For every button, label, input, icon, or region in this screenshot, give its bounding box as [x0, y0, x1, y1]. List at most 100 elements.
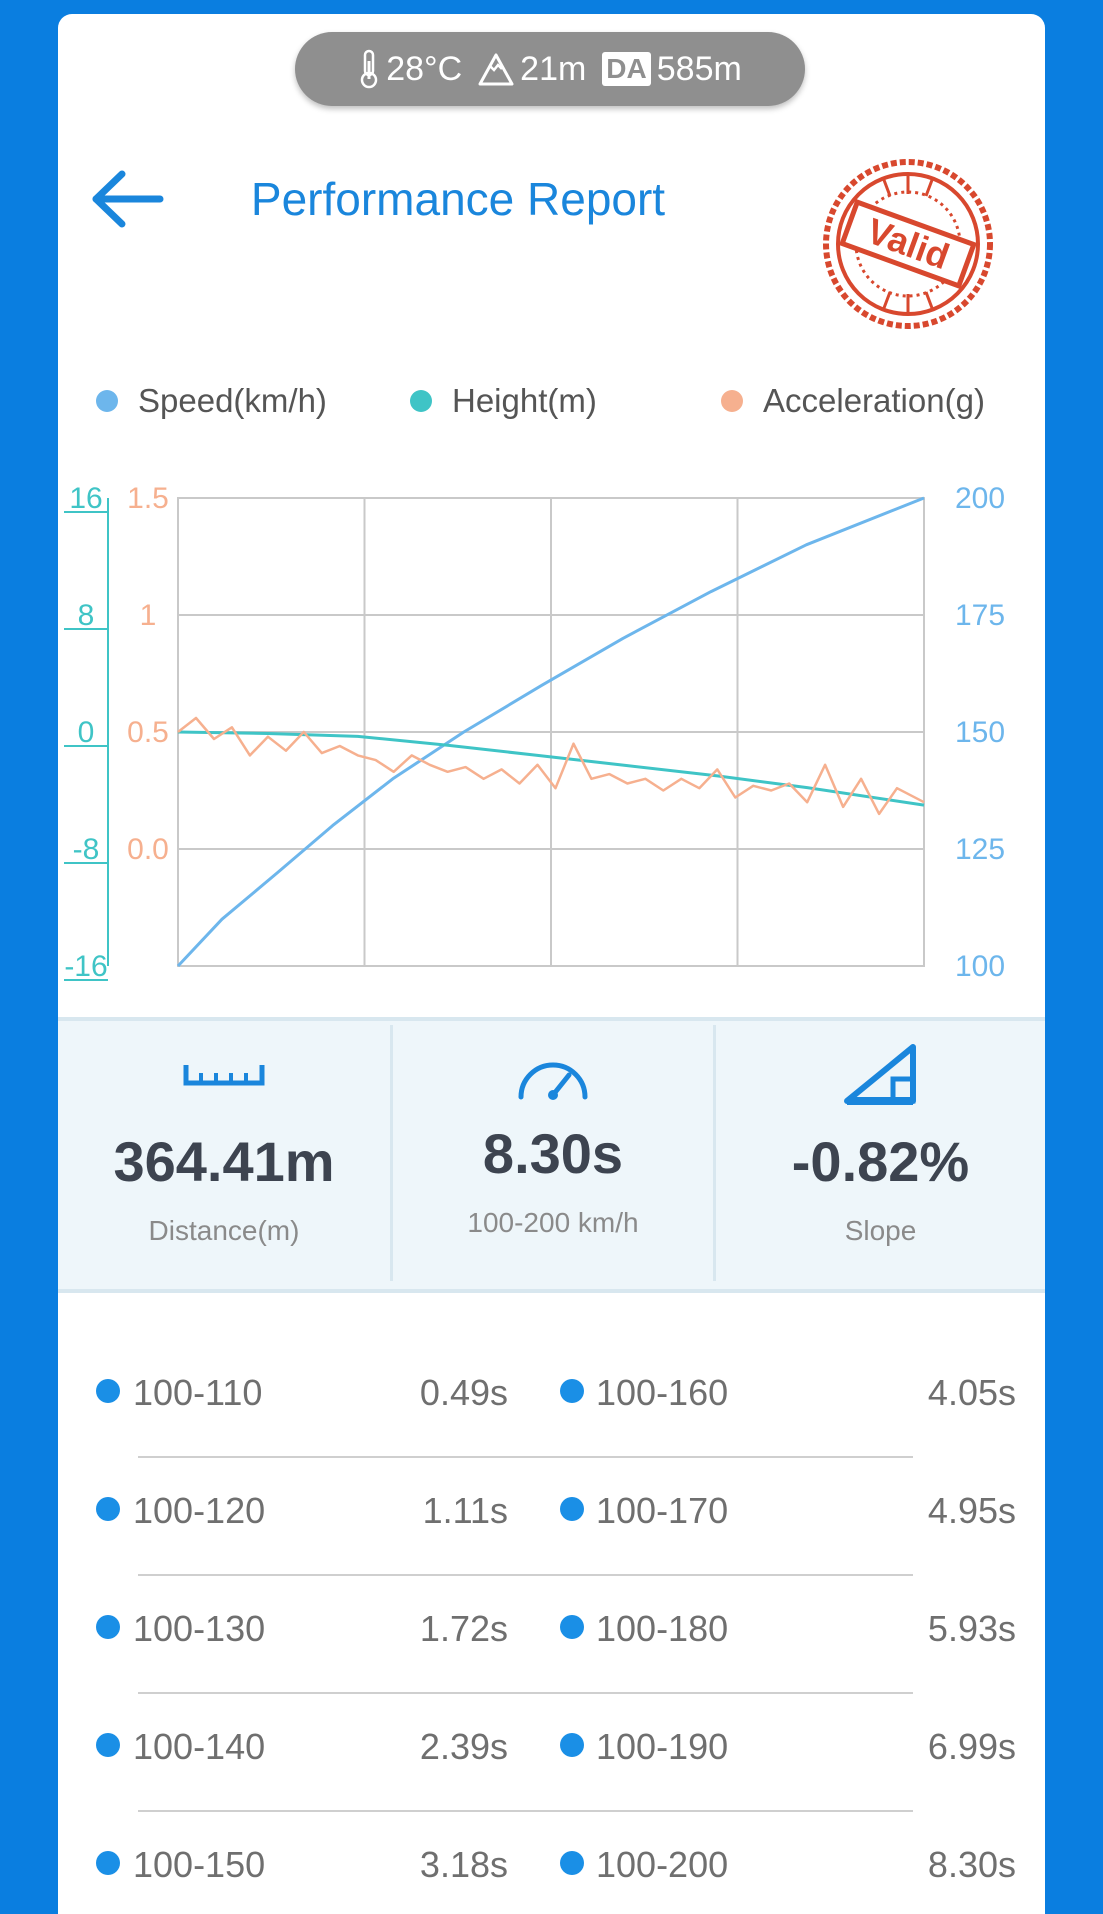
da-badge: DA: [602, 52, 651, 86]
split-time: 6.99s: [927, 1726, 1016, 1767]
acceleration-tick-label: 0.5: [127, 716, 169, 749]
legend-dot-height: [410, 390, 432, 412]
speed-line: [176, 496, 925, 968]
time-label: 100-200 km/h: [467, 1207, 639, 1238]
split-time: 4.95s: [927, 1490, 1016, 1531]
stat-time: 8.30s 100-200 km/h: [393, 1021, 713, 1289]
stats-divider: [390, 1025, 393, 1281]
performance-chart: 16 8 0 -8 -16 1.5 1 0.5 0.0 200 175 150 125 100: [64, 482, 1005, 983]
split-cell-left: 100-120 1.11s: [58, 1472, 518, 1590]
stat-slope: -0.82% Slope: [716, 1021, 1045, 1289]
altitude-group: 21m: [478, 50, 586, 89]
slope-label: Slope: [844, 1215, 917, 1246]
time-value: 8.30s: [482, 1122, 624, 1185]
legend-item-acceleration: Acceleration(g): [721, 382, 985, 420]
speed-tick-label: 100: [955, 950, 1005, 983]
chart-legend: Speed(km/h) Height(m) Acceleration(g): [58, 382, 1045, 422]
split-row: 100-110 0.49s 100-160 4.05s: [58, 1354, 1045, 1472]
split-bullet: [96, 1379, 120, 1403]
density-altitude-group: DA 585m: [602, 50, 742, 89]
legend-label-height: Height(m): [452, 382, 597, 419]
acceleration-tick-label: 1.5: [127, 482, 169, 515]
split-bullet: [96, 1497, 120, 1521]
split-cell-left: 100-130 1.72s: [58, 1590, 518, 1708]
split-time: 3.18s: [419, 1844, 508, 1885]
split-cell-right: 100-200 8.30s: [518, 1826, 1045, 1914]
legend-dot-speed: [96, 390, 118, 412]
split-label: 100-150: [133, 1844, 266, 1885]
back-button[interactable]: [86, 164, 166, 234]
acceleration-line: [177, 716, 925, 816]
stat-distance: 364.41m Distance(m): [58, 1021, 390, 1289]
split-time: 8.30s: [927, 1844, 1016, 1885]
split-cell-right: 100-190 6.99s: [518, 1708, 1045, 1826]
speedometer-icon: [518, 1062, 588, 1100]
legend-item-height: Height(m): [410, 382, 597, 420]
split-time: 0.49s: [419, 1372, 508, 1413]
legend-dot-acceleration: [721, 390, 743, 412]
legend-label-acceleration: Acceleration(g): [763, 382, 985, 419]
split-time: 1.72s: [419, 1608, 508, 1649]
split-label: 100-190: [596, 1726, 729, 1767]
page-title: Performance Report: [250, 173, 666, 225]
split-bullet: [560, 1497, 584, 1521]
distance-label: Distance(m): [148, 1215, 300, 1246]
height-tick-label: -16: [64, 950, 107, 983]
arrow-left-icon: [92, 170, 164, 228]
split-cell-right: 100-160 4.05s: [518, 1354, 1045, 1472]
height-tick-label: 8: [78, 599, 95, 632]
thermometer-icon: [360, 49, 378, 89]
height-tick-label: 16: [69, 482, 102, 515]
split-time: 4.05s: [927, 1372, 1016, 1413]
ruler-icon: [183, 1065, 265, 1086]
legend-label-speed: Speed(km/h): [138, 382, 327, 419]
split-row: 100-150 3.18s 100-200 8.30s: [58, 1826, 1045, 1914]
row-divider: [138, 1574, 913, 1576]
slope-icon: [843, 1044, 916, 1105]
split-bullet: [96, 1733, 120, 1757]
split-label: 100-200: [596, 1844, 729, 1885]
split-label: 100-170: [596, 1490, 729, 1531]
slope-value: -0.82%: [791, 1130, 970, 1193]
density-altitude-value: 585m: [656, 49, 742, 88]
split-cell-left: 100-150 3.18s: [58, 1826, 518, 1914]
row-divider: [138, 1692, 913, 1694]
split-cell-right: 100-170 4.95s: [518, 1472, 1045, 1590]
split-bullet: [96, 1615, 120, 1639]
split-row: 100-140 2.39s 100-190 6.99s: [58, 1708, 1045, 1826]
split-label: 100-180: [596, 1608, 729, 1649]
split-row: 100-120 1.11s 100-170 4.95s: [58, 1472, 1045, 1590]
split-cell-left: 100-140 2.39s: [58, 1708, 518, 1826]
stats-divider: [713, 1025, 716, 1281]
report-card: 28°C 21m DA 585m Performance Report: [58, 14, 1045, 1914]
split-row: 100-130 1.72s 100-180 5.93s: [58, 1590, 1045, 1708]
distance-value: 364.41m: [113, 1130, 335, 1193]
conditions-pill: 28°C 21m DA 585m: [295, 32, 805, 106]
speed-tick-label: 200: [955, 482, 1005, 515]
split-bullet: [560, 1733, 584, 1757]
split-bullet: [560, 1615, 584, 1639]
split-label: 100-130: [133, 1608, 266, 1649]
acceleration-tick-label: 0.0: [127, 833, 169, 866]
split-label: 100-110: [133, 1372, 263, 1413]
split-label: 100-160: [596, 1372, 729, 1413]
height-tick-label: -8: [73, 833, 100, 866]
height-tick-label: 0: [78, 716, 95, 749]
speed-tick-label: 150: [955, 716, 1005, 749]
row-divider: [138, 1456, 913, 1458]
height-line: [177, 730, 925, 807]
split-bullet: [96, 1851, 120, 1875]
stats-panel: 364.41m Distance(m) 8.30s 100-200 km/h -…: [58, 1017, 1045, 1293]
split-cell-right: 100-180 5.93s: [518, 1590, 1045, 1708]
speed-tick-label: 175: [955, 599, 1005, 632]
split-time: 1.11s: [422, 1490, 508, 1531]
acceleration-tick-label: 1: [140, 599, 157, 632]
valid-stamp: Valid: [823, 159, 993, 329]
split-label: 100-140: [133, 1726, 266, 1767]
split-time: 5.93s: [927, 1608, 1016, 1649]
split-time: 2.39s: [419, 1726, 508, 1767]
temperature-value: 28°C: [386, 49, 463, 88]
split-cell-left: 100-110 0.49s: [58, 1354, 518, 1472]
split-label: 100-120: [133, 1490, 266, 1531]
temperature-group: 28°C: [358, 49, 462, 89]
